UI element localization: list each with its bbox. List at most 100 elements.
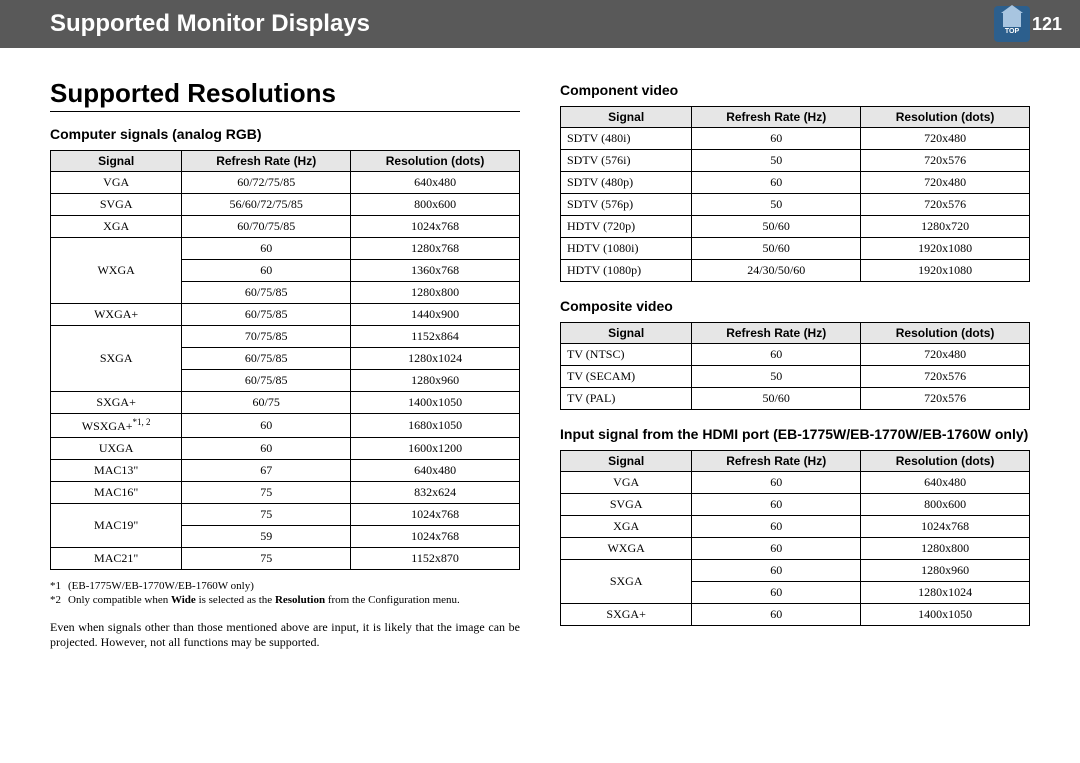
- cell-res: 1680x1050: [351, 414, 520, 438]
- cell-signal: SXGA: [51, 326, 182, 392]
- cell-signal: TV (NTSC): [561, 344, 692, 366]
- table-row: SXGA601280x960: [561, 560, 1030, 582]
- cell-signal: SDTV (576p): [561, 194, 692, 216]
- cell-signal: WSXGA+*1, 2: [51, 414, 182, 438]
- cell-res: 720x576: [861, 388, 1030, 410]
- cell-signal: MAC21": [51, 548, 182, 570]
- right-column: Component video Signal Refresh Rate (Hz)…: [560, 78, 1030, 650]
- cell-rate: 60: [692, 172, 861, 194]
- content: Supported Resolutions Computer signals (…: [0, 48, 1080, 660]
- table-row: XGA60/70/75/851024x768: [51, 216, 520, 238]
- cell-res: 720x576: [861, 150, 1030, 172]
- cell-res: 720x480: [861, 128, 1030, 150]
- cell-res: 1152x864: [351, 326, 520, 348]
- table-row: SXGA+60/751400x1050: [51, 392, 520, 414]
- cell-res: 1920x1080: [861, 238, 1030, 260]
- table-row: SVGA56/60/72/75/85800x600: [51, 194, 520, 216]
- table-composite: Signal Refresh Rate (Hz) Resolution (dot…: [560, 322, 1030, 410]
- table-header-row: Signal Refresh Rate (Hz) Resolution (dot…: [561, 323, 1030, 344]
- table-header-row: Signal Refresh Rate (Hz) Resolution (dot…: [51, 151, 520, 172]
- cell-res: 1024x768: [351, 216, 520, 238]
- table-row: XGA601024x768: [561, 516, 1030, 538]
- cell-signal: WXGA: [51, 238, 182, 304]
- cell-res: 1280x720: [861, 216, 1030, 238]
- subsection-analog-rgb: Computer signals (analog RGB): [50, 126, 520, 142]
- col-signal: Signal: [561, 107, 692, 128]
- cell-res: 1280x800: [861, 538, 1030, 560]
- cell-signal: HDTV (720p): [561, 216, 692, 238]
- cell-res: 720x480: [861, 344, 1030, 366]
- cell-rate: 60: [692, 472, 861, 494]
- table-row: MAC13"67640x480: [51, 460, 520, 482]
- table-row: UXGA601600x1200: [51, 438, 520, 460]
- cell-rate: 50/60: [692, 388, 861, 410]
- cell-signal: MAC19": [51, 504, 182, 548]
- top-icon-label: TOP: [1005, 28, 1019, 35]
- cell-rate: 50/60: [692, 216, 861, 238]
- cell-signal: SXGA+: [561, 604, 692, 626]
- body-note: Even when signals other than those menti…: [50, 620, 520, 650]
- section-title: Supported Resolutions: [50, 78, 520, 112]
- cell-res: 720x576: [861, 194, 1030, 216]
- table-row: SDTV (576p)50720x576: [561, 194, 1030, 216]
- table-row: HDTV (1080i)50/601920x1080: [561, 238, 1030, 260]
- cell-rate: 50: [692, 366, 861, 388]
- cell-res: 1280x768: [351, 238, 520, 260]
- cell-res: 640x480: [351, 460, 520, 482]
- cell-rate: 50/60: [692, 238, 861, 260]
- cell-signal: SXGA: [561, 560, 692, 604]
- cell-res: 1360x768: [351, 260, 520, 282]
- cell-res: 800x600: [861, 494, 1030, 516]
- cell-res: 640x480: [861, 472, 1030, 494]
- cell-signal: SXGA+: [51, 392, 182, 414]
- cell-signal: UXGA: [51, 438, 182, 460]
- table-row: SDTV (480i)60720x480: [561, 128, 1030, 150]
- cell-rate: 60/75/85: [182, 304, 351, 326]
- cell-rate: 60: [182, 238, 351, 260]
- footnote-1: *1(EB-1775W/EB-1770W/EB-1760W only): [50, 580, 520, 592]
- table-row: TV (PAL)50/60720x576: [561, 388, 1030, 410]
- cell-rate: 75: [182, 504, 351, 526]
- table-hdmi: Signal Refresh Rate (Hz) Resolution (dot…: [560, 450, 1030, 626]
- table-row: MAC16"75832x624: [51, 482, 520, 504]
- table-row: WXGA601280x768: [51, 238, 520, 260]
- footnote-2: *2Only compatible when Wide is selected …: [50, 594, 520, 606]
- cell-res: 1920x1080: [861, 260, 1030, 282]
- cell-signal: VGA: [51, 172, 182, 194]
- cell-res: 1280x960: [861, 560, 1030, 582]
- cell-rate: 60: [182, 260, 351, 282]
- cell-rate: 60/75/85: [182, 282, 351, 304]
- house-icon: [1003, 13, 1021, 27]
- col-signal: Signal: [561, 451, 692, 472]
- table-row: VGA60/72/75/85640x480: [51, 172, 520, 194]
- cell-res: 720x576: [861, 366, 1030, 388]
- cell-res: 1400x1050: [351, 392, 520, 414]
- table-analog-rgb: Signal Refresh Rate (Hz) Resolution (dot…: [50, 150, 520, 570]
- top-icon[interactable]: TOP: [994, 6, 1030, 42]
- cell-rate: 56/60/72/75/85: [182, 194, 351, 216]
- table-header-row: Signal Refresh Rate (Hz) Resolution (dot…: [561, 107, 1030, 128]
- cell-rate: 60/75/85: [182, 370, 351, 392]
- cell-signal: WXGA+: [51, 304, 182, 326]
- cell-signal: VGA: [561, 472, 692, 494]
- cell-signal: TV (SECAM): [561, 366, 692, 388]
- cell-rate: 59: [182, 526, 351, 548]
- cell-rate: 60: [692, 494, 861, 516]
- header-bar: Supported Monitor Displays TOP 121: [0, 0, 1080, 48]
- col-res: Resolution (dots): [861, 451, 1030, 472]
- cell-signal: SDTV (480i): [561, 128, 692, 150]
- table-row: HDTV (720p)50/601280x720: [561, 216, 1030, 238]
- page-title: Supported Monitor Displays: [50, 10, 370, 38]
- table-row: SXGA+601400x1050: [561, 604, 1030, 626]
- cell-res: 832x624: [351, 482, 520, 504]
- cell-signal: MAC13": [51, 460, 182, 482]
- cell-rate: 60: [692, 128, 861, 150]
- cell-rate: 60: [692, 582, 861, 604]
- cell-res: 1280x1024: [351, 348, 520, 370]
- table-row: SXGA70/75/851152x864: [51, 326, 520, 348]
- col-signal: Signal: [561, 323, 692, 344]
- table-row: TV (SECAM)50720x576: [561, 366, 1030, 388]
- cell-signal: HDTV (1080i): [561, 238, 692, 260]
- cell-rate: 50: [692, 194, 861, 216]
- col-rate: Refresh Rate (Hz): [692, 323, 861, 344]
